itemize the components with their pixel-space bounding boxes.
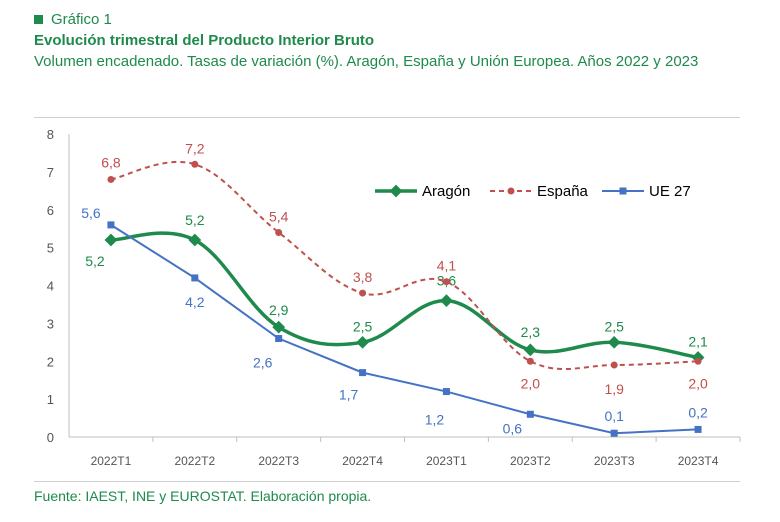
data-point-aragon	[188, 233, 202, 247]
y-tick-label: 1	[47, 392, 54, 407]
data-point-ue27	[610, 429, 618, 437]
data-label-aragon: 5,2	[185, 212, 205, 228]
data-point-espana	[526, 357, 534, 365]
data-point-aragon	[523, 343, 537, 357]
x-tick-label: 2022T3	[258, 454, 299, 468]
data-label-aragon: 2,3	[521, 324, 541, 340]
data-label-espana: 3,8	[353, 269, 373, 285]
data-label-aragon: 5,2	[85, 253, 105, 269]
x-tick-label: 2022T1	[91, 454, 132, 468]
x-tick-label: 2022T4	[342, 454, 383, 468]
series-line-ue27	[110, 224, 699, 435]
legend-marker-ue27	[619, 187, 627, 195]
legend-marker-aragon	[389, 184, 403, 198]
x-tick-label: 2023T1	[426, 454, 467, 468]
data-point-ue27	[275, 335, 283, 343]
data-label-ue27: 1,7	[339, 387, 359, 403]
data-label-ue27: 5,6	[81, 205, 101, 221]
source-note: Fuente: IAEST, INE y EUROSTAT. Elaboraci…	[34, 488, 372, 504]
data-point-ue27	[442, 388, 450, 396]
chart-title: Evolución trimestral del Producto Interi…	[34, 32, 375, 49]
data-point-aragon	[104, 233, 118, 247]
y-tick-label: 7	[47, 165, 54, 180]
data-point-aragon	[356, 335, 369, 349]
legend-label-aragon: Aragón	[422, 183, 470, 200]
data-point-aragon	[272, 320, 286, 334]
data-point-espana	[107, 175, 115, 183]
y-tick-label: 6	[47, 203, 54, 218]
data-label-aragon: 2,5	[604, 318, 624, 334]
x-tick-label: 2022T2	[174, 454, 215, 468]
data-point-ue27	[526, 410, 534, 418]
series-line-aragon	[110, 231, 699, 360]
data-label-aragon: 2,9	[269, 302, 289, 318]
data-label-espana: 6,8	[101, 154, 121, 170]
data-point-ue27	[359, 369, 367, 377]
data-point-ue27	[191, 274, 199, 282]
data-point-espana	[359, 289, 367, 297]
legend-marker-espana	[507, 187, 515, 195]
x-tick-label: 2023T2	[510, 454, 551, 468]
data-point-espana	[191, 160, 199, 168]
data-label-espana: 5,4	[269, 208, 289, 224]
data-point-aragon	[440, 294, 453, 308]
square-bullet-icon	[34, 14, 43, 24]
data-label-espana: 1,9	[604, 381, 624, 397]
legend-label-ue27: UE 27	[649, 183, 691, 200]
data-label-aragon: 2,1	[688, 333, 708, 349]
x-tick-label: 2023T4	[678, 454, 719, 468]
legend-label-espana: España	[537, 183, 589, 200]
y-tick-label: 5	[47, 241, 54, 256]
data-point-espana	[442, 278, 450, 286]
data-label-ue27: 1,2	[425, 412, 445, 428]
data-point-espana	[694, 357, 702, 365]
data-label-espana: 2,0	[688, 375, 708, 391]
data-label-aragon: 2,5	[353, 318, 373, 334]
top-divider	[34, 117, 740, 118]
chart-header: Gráfico 1 Evolución trimestral del Produ…	[34, 8, 754, 72]
data-label-espana: 7,2	[185, 140, 205, 156]
y-tick-label: 8	[47, 127, 54, 142]
data-label-ue27: 0,6	[503, 420, 523, 436]
y-tick-label: 4	[47, 279, 54, 294]
data-label-ue27: 0,2	[688, 404, 708, 420]
series-line-espana	[110, 160, 699, 371]
figure-number: Gráfico 1	[51, 10, 112, 28]
data-label-ue27: 4,2	[185, 294, 205, 310]
chart-subtitle: Volumen encadenado. Tasas de variación (…	[34, 53, 699, 70]
x-tick-label: 2023T3	[594, 454, 635, 468]
y-tick-label: 3	[47, 316, 54, 331]
data-point-espana	[610, 361, 618, 369]
data-point-aragon	[607, 335, 621, 349]
y-tick-label: 0	[47, 430, 54, 445]
data-label-espana: 2,0	[521, 375, 541, 391]
data-label-ue27: 0,1	[604, 408, 624, 424]
data-point-espana	[275, 228, 283, 236]
data-label-espana: 4,1	[437, 258, 457, 274]
bottom-divider	[34, 481, 740, 482]
figure-label: Gráfico 1	[34, 8, 754, 30]
data-point-ue27	[107, 221, 115, 229]
data-label-ue27: 2,6	[253, 355, 273, 371]
data-point-ue27	[694, 425, 702, 433]
y-tick-label: 2	[47, 354, 54, 369]
